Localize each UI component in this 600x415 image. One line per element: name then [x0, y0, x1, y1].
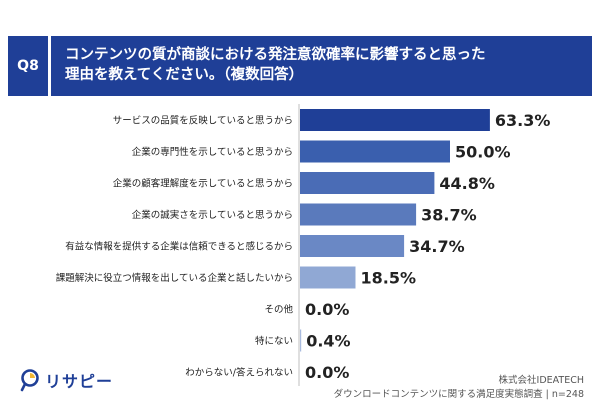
category-label: 有益な情報を提供する企業は信頼できると感じるから: [65, 241, 293, 253]
category-label: わからない/答えられない: [185, 367, 293, 379]
question-header: Q8 コンテンツの質が商談における発注意欲確率に影響すると思った 理由を教えてく…: [8, 36, 592, 96]
sample-size: n=248: [551, 389, 584, 400]
brand-name: リサピー: [45, 372, 114, 391]
bar: [300, 235, 405, 257]
value-label: 44.8%: [439, 174, 495, 193]
bar: [300, 203, 417, 226]
category-label: 特にない: [255, 335, 293, 347]
category-label: 課題解決に役立つ情報を出している企業と話したいから: [56, 272, 293, 284]
value-label: 0.0%: [305, 300, 349, 319]
value-label: 18.5%: [361, 269, 417, 288]
value-label: 0.0%: [305, 363, 349, 382]
bar: [300, 172, 435, 194]
source-company: 株式会社IDEATECH: [498, 375, 584, 386]
source-note: 株式会社IDEATECH ダウンロードコンテンツに関する満足度実態調査 | n=…: [334, 374, 584, 402]
question-title: コンテンツの質が商談における発注意欲確率に影響すると思った 理由を教えてください…: [51, 36, 592, 96]
category-label: その他: [264, 304, 293, 316]
category-label: 企業の顧客理解度を示していると思うから: [113, 178, 293, 190]
value-label: 63.3%: [495, 111, 551, 130]
question-number: Q8: [8, 36, 48, 96]
bar: [300, 329, 302, 352]
value-label: 0.4%: [306, 332, 350, 351]
magnifier-logo-icon: [20, 369, 39, 392]
bar: [300, 140, 450, 163]
source-survey: ダウンロードコンテンツに関する満足度実態調査 | n=248: [333, 389, 584, 400]
value-label: 50.0%: [455, 143, 511, 162]
category-label: 企業の誠実さを示していると思うから: [132, 209, 293, 221]
bar: [300, 109, 490, 131]
category-label: 企業の専門性を示していると思うから: [132, 146, 293, 158]
value-label: 34.7%: [409, 237, 465, 256]
survey-name: ダウンロードコンテンツに関する満足度実態調査: [333, 389, 543, 400]
category-label: サービスの品質を反映していると思うから: [113, 115, 293, 127]
bar: [300, 266, 356, 289]
value-label: 38.7%: [421, 206, 477, 225]
brand-logo: リサピー: [20, 368, 113, 392]
